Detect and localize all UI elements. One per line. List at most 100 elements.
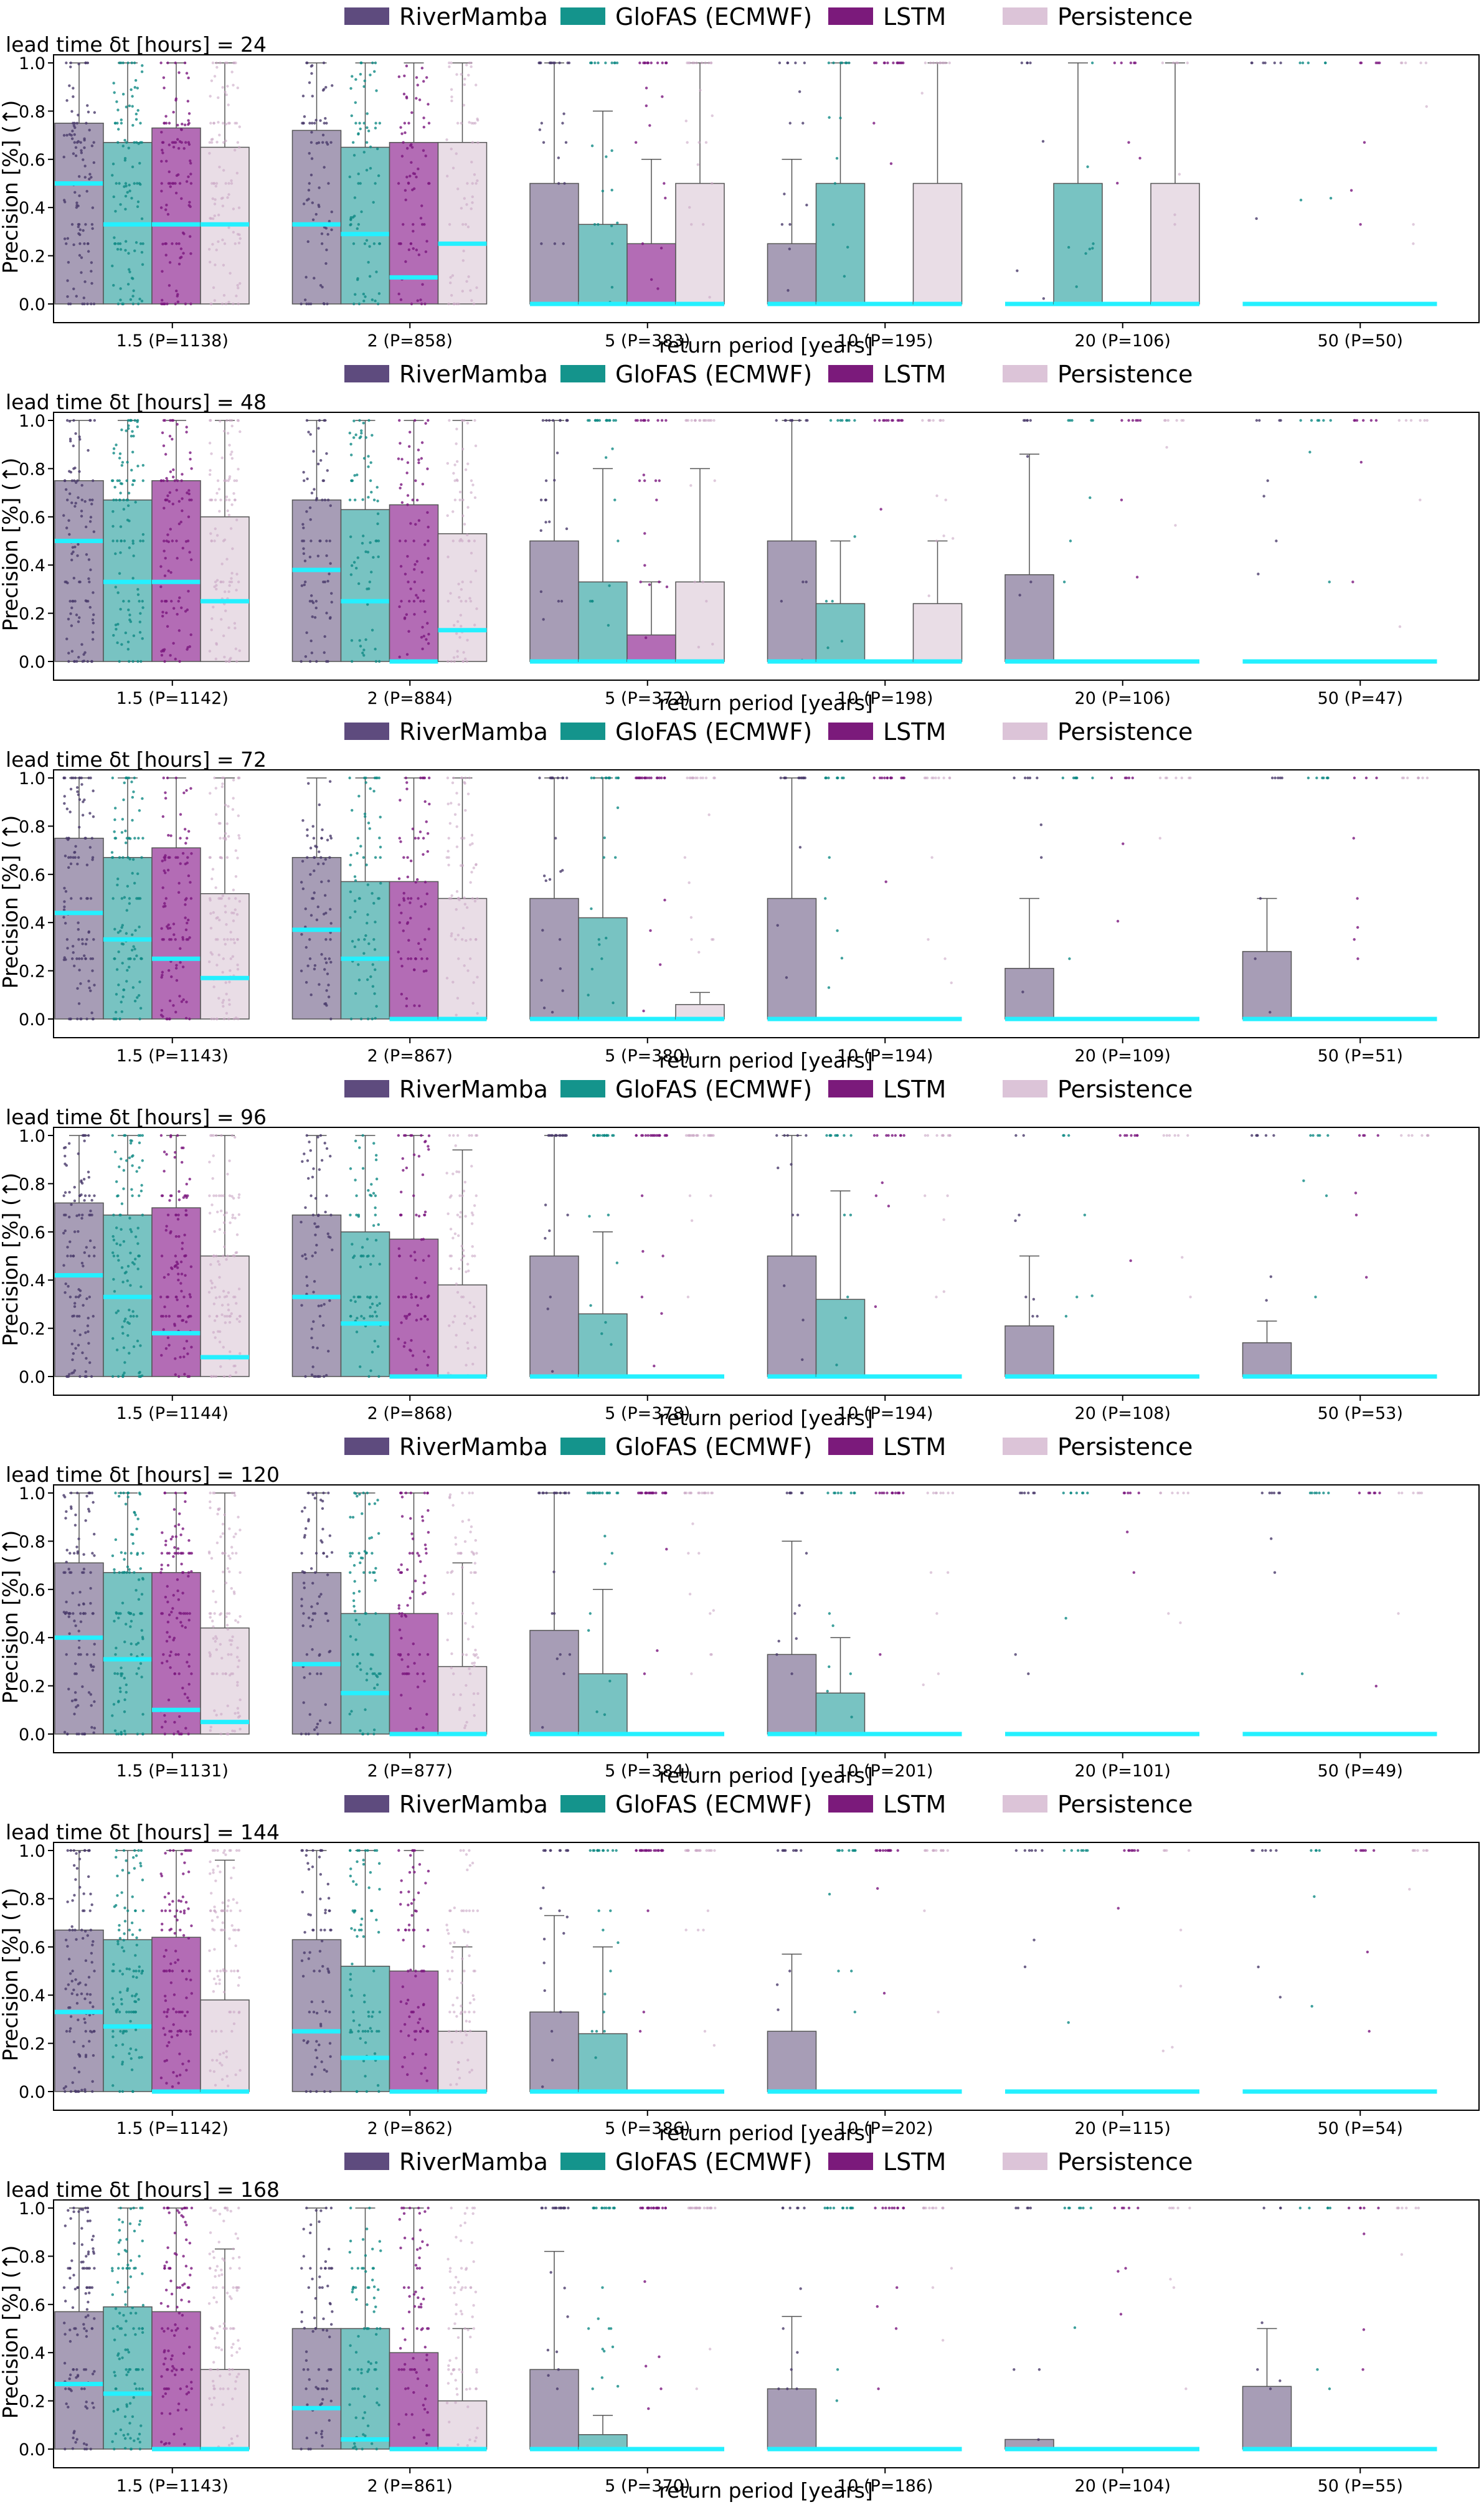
sample-dot: [943, 957, 947, 960]
sample-dot: [610, 285, 614, 289]
sample-dot: [788, 247, 792, 250]
sample-dot: [446, 462, 450, 465]
sample-dot: [80, 1732, 84, 1736]
sample-dot: [693, 581, 697, 584]
sample-dot: [92, 530, 96, 533]
sample-dot: [371, 892, 374, 895]
sample-dot: [190, 1672, 193, 1675]
sample-dot: [470, 871, 473, 874]
sample-dot: [421, 625, 424, 629]
sample-dot: [118, 660, 121, 663]
sample-dot: [374, 1239, 378, 1242]
sample-dot: [641, 1249, 645, 1253]
sample-dot: [75, 786, 79, 789]
sample-dot: [121, 1375, 125, 1378]
sample-dot: [234, 1532, 237, 1535]
sample-dot: [417, 897, 420, 900]
sample-dot: [374, 1154, 378, 1157]
sample-dot: [458, 498, 461, 501]
legend-swatch: [1003, 1080, 1047, 1097]
sample-dot: [82, 653, 85, 656]
sample-dot: [91, 227, 94, 230]
sample-dot: [448, 1254, 451, 1258]
sample-dot: [235, 1251, 239, 1254]
sample-dot: [1315, 776, 1318, 780]
sample-dot: [120, 942, 124, 945]
sample-dot: [610, 242, 614, 245]
bar-rivermamba-1: [291, 1571, 342, 1735]
sample-dot: [112, 82, 115, 85]
sample-dot: [371, 1552, 374, 1555]
sample-dot: [130, 468, 133, 472]
sample-dot: [367, 419, 371, 422]
sample-dot: [349, 863, 352, 866]
x-tick-label: 50 (P=51): [1318, 1046, 1403, 1066]
sample-dot: [471, 842, 474, 845]
sample-dot: [233, 1494, 237, 1497]
sample-dot: [176, 1298, 179, 1301]
sample-dot: [461, 1491, 464, 1495]
legend-swatch: [560, 7, 605, 25]
sample-dot: [349, 1299, 352, 1302]
sample-dot: [541, 929, 544, 932]
sample-dot: [89, 776, 92, 780]
sample-dot: [164, 904, 167, 908]
sample-dot: [190, 1345, 193, 1349]
sample-dot: [942, 776, 945, 780]
sample-dot: [548, 1134, 552, 1137]
sample-dot: [177, 1552, 180, 1555]
y-tick-label: 0.2: [19, 247, 45, 267]
sample-dot: [117, 983, 120, 987]
sample-dot: [80, 1180, 83, 1183]
sample-dot: [73, 1524, 77, 1527]
sample-dot: [824, 897, 827, 900]
sample-dot: [827, 776, 830, 780]
sample-dot: [425, 957, 429, 960]
sample-dot: [87, 1330, 90, 1334]
sample-dot: [163, 902, 166, 905]
sample-dot: [232, 1364, 235, 1368]
sample-dot: [225, 419, 229, 422]
sample-dot: [369, 461, 372, 464]
sample-dot: [1279, 61, 1282, 65]
sample-dot: [83, 164, 87, 168]
sample-dot: [1123, 776, 1127, 780]
sample-dot: [411, 827, 415, 831]
sample-dot: [207, 1291, 211, 1294]
sample-dot: [406, 856, 409, 859]
sample-dot: [120, 464, 124, 467]
sample-dot: [635, 1134, 638, 1137]
sample-dot: [211, 243, 214, 246]
sample-dot: [1329, 196, 1333, 200]
sample-dot: [209, 1263, 212, 1266]
sample-dot: [118, 1687, 122, 1690]
sample-dot: [610, 189, 613, 192]
sample-dot: [305, 981, 308, 984]
legend-label: GloFAS (ECMWF): [615, 361, 812, 388]
sample-dot: [92, 479, 95, 482]
sample-dot: [174, 657, 177, 661]
sample-dot: [128, 1571, 131, 1574]
sample-dot: [407, 957, 410, 960]
sample-dot: [466, 1341, 469, 1344]
sample-dot: [475, 286, 478, 290]
sample-dot: [215, 1713, 218, 1717]
sample-dot: [358, 1492, 361, 1496]
sample-dot: [426, 1318, 429, 1321]
sample-dot: [133, 881, 136, 885]
sample-dot: [451, 1134, 455, 1137]
sample-dot: [231, 547, 234, 551]
sample-dot: [218, 1228, 222, 1231]
sample-dot: [224, 123, 228, 126]
sample-dot: [231, 1213, 235, 1216]
sample-dot: [125, 836, 129, 840]
sample-dot: [131, 105, 134, 108]
sample-dot: [369, 787, 372, 790]
sample-dot: [173, 1732, 176, 1736]
sample-dot: [400, 992, 404, 996]
sample-dot: [75, 121, 79, 125]
sample-dot: [87, 110, 90, 114]
sample-dot: [166, 625, 169, 628]
sample-dot: [65, 1600, 68, 1604]
sample-dot: [310, 993, 313, 997]
